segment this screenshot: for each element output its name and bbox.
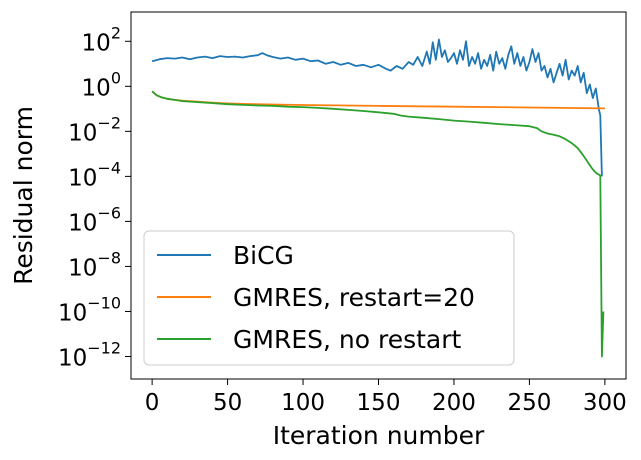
- x-tick-label: 100: [281, 390, 325, 416]
- series-layer: [151, 38, 605, 358]
- series-line-1: [151, 90, 605, 110]
- y-tick-label: 100: [82, 68, 121, 101]
- series-line-2: [151, 90, 605, 358]
- legend-label: GMRES, restart=20: [233, 283, 475, 312]
- series-line-0: [151, 38, 603, 177]
- y-tick-label: 10−12: [58, 338, 121, 371]
- y-tick-label: 10−10: [58, 293, 121, 326]
- y-axis: 102 100 10−2 10−4 10−6 10−8 10−10 10−12: [58, 23, 131, 371]
- legend-label: BiCG: [233, 241, 294, 270]
- legend-box: [143, 230, 515, 366]
- x-axis-label: Iteration number: [273, 421, 485, 450]
- x-tick-label: 200: [432, 390, 476, 416]
- y-tick-label: 10−8: [68, 248, 121, 281]
- legend: BiCG GMRES, restart=20 GMRES, no restart: [143, 230, 515, 366]
- y-axis-label: Residual norm: [9, 106, 38, 285]
- y-tick-label: 102: [82, 23, 121, 56]
- y-tick-label: 10−4: [68, 158, 121, 191]
- x-tick-label: 300: [583, 390, 627, 416]
- x-tick-label: 50: [213, 390, 242, 416]
- y-tick-label: 10−2: [68, 113, 121, 146]
- x-axis: 0 50 100 150 200 250 300: [145, 379, 627, 416]
- legend-label: GMRES, no restart: [233, 325, 461, 354]
- x-tick-label: 250: [507, 390, 551, 416]
- x-tick-label: 0: [145, 390, 160, 416]
- x-tick-label: 150: [357, 390, 401, 416]
- y-tick-label: 10−6: [68, 203, 121, 236]
